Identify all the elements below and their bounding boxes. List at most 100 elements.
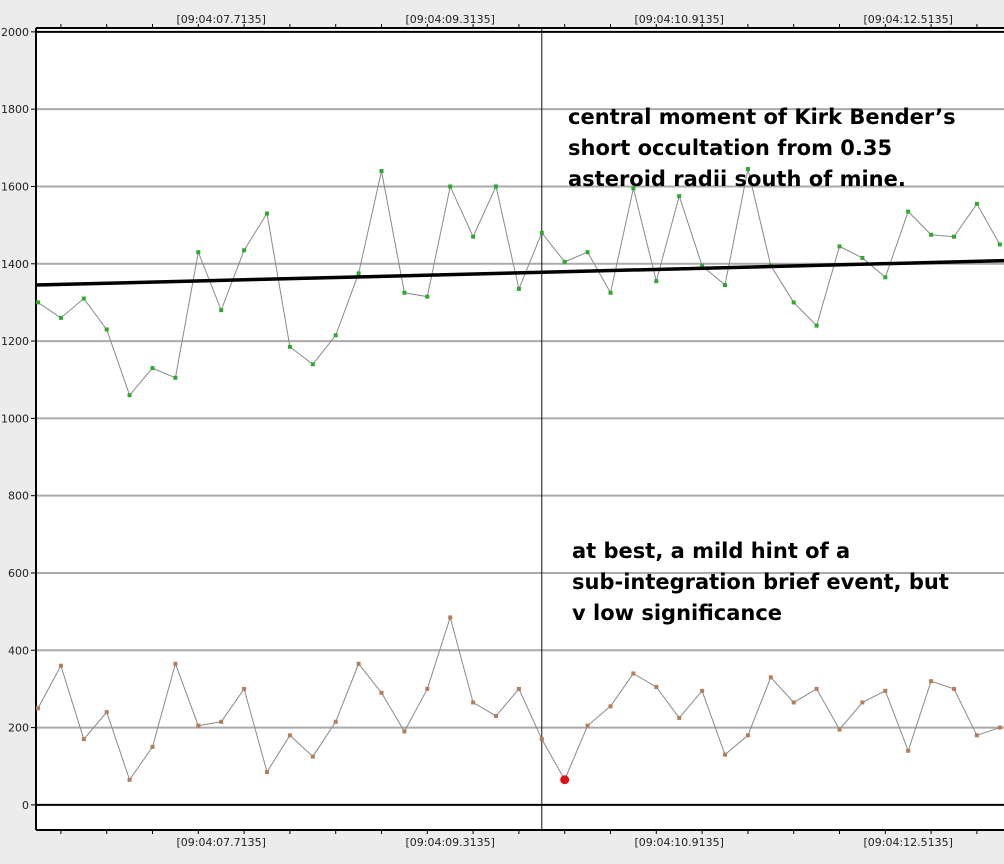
y-tick-label: 1800 — [1, 103, 29, 116]
data-point — [402, 290, 407, 295]
data-point — [768, 675, 773, 680]
data-point — [310, 754, 315, 759]
series-0 — [36, 167, 1002, 398]
data-point — [265, 211, 269, 216]
data-point — [952, 686, 956, 691]
data-point — [471, 234, 476, 239]
data-point — [287, 733, 292, 738]
data-point — [814, 686, 819, 691]
data-point — [58, 663, 63, 668]
y-tick-label: 1000 — [1, 412, 29, 425]
data-point — [654, 279, 659, 284]
y-tick-label: 0 — [22, 799, 29, 812]
annotation-line: central moment of Kirk Bender’s — [568, 105, 956, 129]
data-point — [333, 719, 338, 724]
data-point — [425, 294, 430, 299]
data-point — [974, 733, 979, 738]
data-point — [127, 393, 132, 398]
series-1 — [36, 615, 1002, 782]
data-point — [127, 777, 132, 782]
y-tick-label: 1400 — [1, 258, 29, 271]
x-tick-label: [09:04:09.3135] — [405, 836, 494, 849]
data-point — [883, 688, 888, 693]
x-tick-label: [09:04:07.7135] — [176, 13, 265, 26]
data-point — [81, 296, 86, 301]
data-point — [471, 700, 476, 705]
x-tick-label: [09:04:12.5135] — [863, 13, 952, 26]
data-point — [997, 242, 1002, 247]
data-point — [608, 704, 613, 709]
data-point — [723, 283, 727, 288]
data-point — [883, 275, 888, 280]
data-point — [196, 723, 201, 728]
y-tick-label: 600 — [8, 567, 29, 580]
data-point — [310, 362, 315, 367]
highlight-point[interactable] — [560, 775, 570, 785]
data-point — [104, 327, 109, 332]
y-tick-label: 800 — [8, 490, 29, 503]
data-point — [997, 725, 1002, 730]
data-point — [952, 234, 956, 239]
x-axis-bottom: [09:04:07.7135] [09:04:09.3135] [09:04:10.… — [36, 829, 1004, 849]
y-tick-label: 2000 — [1, 26, 29, 39]
data-point — [562, 259, 567, 264]
data-point — [516, 686, 521, 691]
data-point — [745, 167, 750, 172]
data-point — [242, 686, 247, 691]
data-point — [860, 700, 865, 705]
data-point — [219, 308, 224, 313]
data-point — [448, 615, 453, 620]
y-tick-label: 200 — [8, 722, 29, 735]
trend-line — [35, 258, 1004, 287]
data-point — [585, 250, 590, 255]
annotation-line: asteroid radii south of mine. — [568, 167, 906, 191]
data-point — [700, 688, 705, 693]
y-axis: 0 200 400 600 800 1000 1200 1400 1600 1800 2000 — [1, 26, 37, 830]
data-point — [58, 315, 63, 320]
data-point — [356, 271, 361, 276]
grid-lines — [36, 30, 1004, 806]
data-point — [791, 300, 796, 305]
data-point — [929, 232, 934, 237]
x-tick-label: [09:04:10.9135] — [634, 13, 723, 26]
data-point — [333, 333, 338, 338]
data-point — [608, 290, 613, 295]
data-point — [539, 737, 544, 742]
data-point — [700, 263, 705, 268]
y-tick-label: 400 — [8, 644, 29, 657]
data-point — [494, 713, 498, 718]
data-point — [723, 752, 727, 757]
data-point — [906, 209, 911, 214]
data-point — [906, 748, 911, 753]
data-point — [516, 286, 521, 291]
y-tick-label: 1200 — [1, 335, 29, 348]
x-tick-label: [09:04:07.7135] — [176, 836, 265, 849]
data-point — [379, 690, 384, 695]
data-point — [631, 671, 636, 676]
data-point — [448, 184, 453, 189]
annotation-occultation: central moment of Kirk Bender’s short oc… — [568, 105, 963, 191]
plot-area — [36, 28, 1004, 830]
data-point — [929, 679, 934, 684]
data-point — [379, 169, 384, 174]
data-point — [745, 733, 750, 738]
annotation-line: short occultation from 0.35 — [568, 136, 892, 160]
data-point — [150, 744, 155, 749]
annotation-significance: at best, a mild hint of a sub-integratio… — [572, 539, 956, 625]
data-point — [974, 201, 979, 206]
data-point — [631, 186, 636, 191]
data-point — [36, 706, 40, 711]
data-point — [837, 244, 842, 249]
data-point — [402, 729, 407, 734]
annotation-line: sub-integration brief event, but — [572, 570, 949, 594]
data-point — [173, 375, 178, 380]
data-point — [104, 710, 109, 715]
series-layer — [36, 167, 1002, 782]
data-point — [860, 255, 865, 260]
data-point — [36, 300, 40, 305]
data-point — [219, 719, 224, 724]
data-point — [196, 250, 201, 255]
annotation-line: at best, a mild hint of a — [572, 539, 850, 563]
data-point — [837, 727, 842, 732]
